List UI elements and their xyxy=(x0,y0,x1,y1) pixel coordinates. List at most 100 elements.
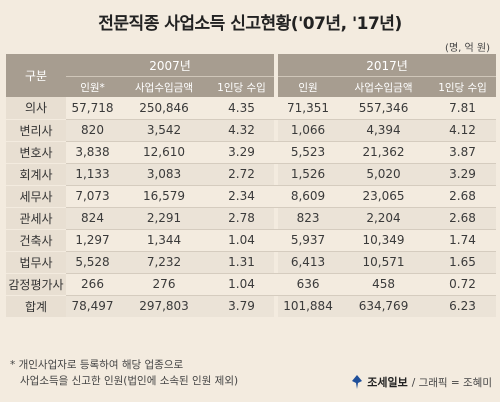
table-cell: 2,204 xyxy=(338,207,430,230)
table-cell: 5,020 xyxy=(338,163,430,186)
table-cell: 12,610 xyxy=(119,141,209,164)
table-row: 법무사 5,528 7,232 1.31 6,413 10,571 1.65 xyxy=(6,251,497,274)
table-cell: 78,497 xyxy=(66,295,119,317)
table-row: 관세사 824 2,291 2.78 823 2,204 2.68 xyxy=(6,207,497,230)
table-cell: 1.04 xyxy=(209,273,275,296)
page-title: 전문직종 사업소득 신고현황('07년, '17년) xyxy=(98,14,402,34)
row-label: 변호사 xyxy=(6,141,66,164)
table-cell: 8,609 xyxy=(278,185,339,208)
row-label: 감정평가사 xyxy=(6,273,66,296)
table-cell: 2.34 xyxy=(209,185,275,208)
table-row: 감정평가사 266 276 1.04 636 458 0.72 xyxy=(6,273,497,296)
column-header: 사업수입금액 xyxy=(338,76,430,97)
table-cell: 2.68 xyxy=(429,185,497,208)
row-label: 관세사 xyxy=(6,207,66,230)
column-gap xyxy=(274,229,279,252)
table-cell: 266 xyxy=(66,273,119,296)
table-row: 의사 57,718 250,846 4.35 71,351 557,346 7.81 xyxy=(6,97,497,120)
column-header: 사업수입금액 xyxy=(119,76,209,97)
row-label: 의사 xyxy=(6,97,66,120)
brand-name: 조세일보 xyxy=(367,376,408,389)
table-cell: 297,803 xyxy=(119,295,209,317)
table-cell: 3,838 xyxy=(66,141,119,164)
table-cell: 820 xyxy=(66,119,119,142)
table-cell: 3.79 xyxy=(209,295,275,317)
credit: 조세일보 / 그래픽 = 조혜미 xyxy=(351,374,492,390)
table-row: 건축사 1,297 1,344 1.04 5,937 10,349 1.74 xyxy=(6,229,497,252)
table-cell: 6,413 xyxy=(278,251,339,274)
table-cell: 1,344 xyxy=(119,229,209,252)
table-cell: 21,362 xyxy=(338,141,430,164)
table-cell: 57,718 xyxy=(66,97,119,120)
column-header: 인원 xyxy=(278,76,339,97)
table-cell: 4.32 xyxy=(209,119,275,142)
column-gap xyxy=(274,295,279,317)
table-cell: 0.72 xyxy=(429,273,497,296)
table-cell: 3,083 xyxy=(119,163,209,186)
table-cell: 2,291 xyxy=(119,207,209,230)
table-body: 의사 57,718 250,846 4.35 71,351 557,346 7.81 변리사 8… xyxy=(6,97,497,317)
table-row: 세무사 7,073 16,579 2.34 8,609 23,065 2.68 xyxy=(6,185,497,208)
group-header-2007: 2007년 xyxy=(66,54,275,77)
table-cell: 5,523 xyxy=(278,141,339,164)
table-cell: 823 xyxy=(278,207,339,230)
table-cell: 250,846 xyxy=(119,97,209,120)
credit-text: / 그래픽 = 조혜미 xyxy=(411,376,492,389)
table-cell: 636 xyxy=(278,273,339,296)
table-cell: 6.23 xyxy=(429,295,497,317)
column-gap xyxy=(274,207,279,230)
table-cell: 4,394 xyxy=(338,119,430,142)
table-cell: 7,232 xyxy=(119,251,209,274)
table-row: 회계사 1,133 3,083 2.72 1,526 5,020 3.29 xyxy=(6,163,497,186)
column-gap xyxy=(274,273,279,296)
table-cell: 2.68 xyxy=(429,207,497,230)
table-cell: 1,066 xyxy=(278,119,339,142)
table-cell: 4.35 xyxy=(209,97,275,120)
table-cell: 1,526 xyxy=(278,163,339,186)
table-cell: 10,349 xyxy=(338,229,430,252)
table-row: 합계 78,497 297,803 3.79 101,884 634,769 6.23 xyxy=(6,295,497,317)
table-cell: 1.31 xyxy=(209,251,275,274)
table-cell: 3.29 xyxy=(209,141,275,164)
row-label: 세무사 xyxy=(6,185,66,208)
pen-nib-logo-icon xyxy=(352,375,363,389)
row-label: 건축사 xyxy=(6,229,66,252)
column-gap xyxy=(274,97,279,120)
footnote-line: * 개인사업자로 등록하여 해당 업종으로 xyxy=(10,359,184,371)
table-cell: 101,884 xyxy=(278,295,339,317)
row-label: 변리사 xyxy=(6,119,66,142)
table-cell: 458 xyxy=(338,273,430,296)
table-cell: 5,937 xyxy=(278,229,339,252)
corner-header: 구분 xyxy=(6,54,66,97)
column-header: 인원* xyxy=(66,76,119,97)
table-cell: 1,297 xyxy=(66,229,119,252)
group-header-2017: 2017년 xyxy=(278,54,497,77)
table-cell: 71,351 xyxy=(278,97,339,120)
table-cell: 23,065 xyxy=(338,185,430,208)
column-gap xyxy=(274,163,279,186)
column-gap xyxy=(274,119,279,142)
column-header: 1인당 수입 xyxy=(429,76,497,97)
table-cell: 4.12 xyxy=(429,119,497,142)
table-row: 변리사 820 3,542 4.32 1,066 4,394 4.12 xyxy=(6,119,497,142)
footnote-line: 사업소득을 신고한 인원(법인에 소속된 인원 제외) xyxy=(20,375,239,387)
table-cell: 634,769 xyxy=(338,295,430,317)
footnote: * 개인사업자로 등록하여 해당 업종으로 사업소득을 신고한 인원(법인에 소… xyxy=(10,357,238,389)
row-label: 회계사 xyxy=(6,163,66,186)
row-label: 합계 xyxy=(6,295,66,317)
table-cell: 7,073 xyxy=(66,185,119,208)
table-cell: 1.74 xyxy=(429,229,497,252)
unit-label: (명, 억 원) xyxy=(445,43,490,54)
table-cell: 2.78 xyxy=(209,207,275,230)
table-cell: 7.81 xyxy=(429,97,497,120)
table-cell: 5,528 xyxy=(66,251,119,274)
table-cell: 1.65 xyxy=(429,251,497,274)
table-cell: 557,346 xyxy=(338,97,430,120)
table-cell: 16,579 xyxy=(119,185,209,208)
table-row: 변호사 3,838 12,610 3.29 5,523 21,362 3.87 xyxy=(6,141,497,164)
table-cell: 824 xyxy=(66,207,119,230)
column-gap xyxy=(274,141,279,164)
table-cell: 276 xyxy=(119,273,209,296)
table-cell: 3.87 xyxy=(429,141,497,164)
row-label: 법무사 xyxy=(6,251,66,274)
